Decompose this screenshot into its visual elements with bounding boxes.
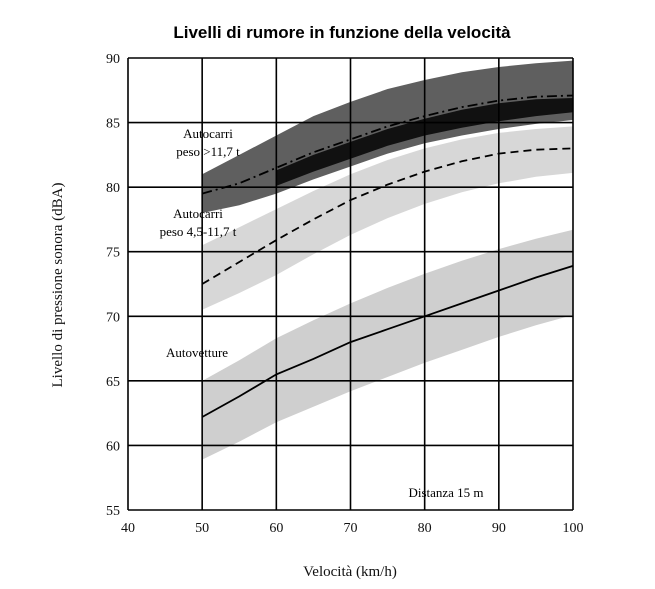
x-tick-label: 80 — [418, 521, 432, 536]
y-tick-label: 70 — [106, 310, 120, 325]
y-tick-label: 65 — [106, 375, 120, 390]
x-tick-label: 40 — [121, 521, 135, 536]
x-tick-label: 90 — [492, 521, 506, 536]
chart-grid — [127, 57, 574, 511]
y-axis-label: Livello di pressione sonora (dBA) — [50, 183, 66, 388]
y-tick-label: 75 — [106, 246, 120, 261]
chart-title: Livelli di rumore in funzione della velo… — [173, 23, 511, 42]
line-cars — [201, 265, 574, 418]
tick-labels: 40 50 60 70 80 90 100 55 60 65 70 75 80 85 90 — [106, 52, 584, 536]
band-cars — [202, 229, 573, 460]
line-medium-trucks — [201, 147, 574, 285]
series-lines — [201, 94, 574, 418]
y-tick-label: 85 — [106, 117, 120, 132]
y-tick-label: 60 — [106, 439, 120, 454]
x-axis-label: Velocità (km/h) — [303, 564, 397, 580]
label-medium-trucks-line1: Autocarri — [173, 206, 223, 221]
label-cars: Autovetture — [166, 345, 228, 360]
label-medium-trucks-line2: peso 4,5-11,7 t — [160, 224, 237, 239]
x-tick-label: 70 — [344, 521, 358, 536]
label-heavy-trucks-line2: peso >11,7 t — [176, 144, 240, 159]
annotation-distance: Distanza 15 m — [408, 485, 483, 500]
y-tick-label: 80 — [106, 181, 120, 196]
y-tick-label: 90 — [106, 52, 120, 67]
y-tick-label: 55 — [106, 504, 120, 519]
x-tick-label: 60 — [269, 521, 283, 536]
noise-bands — [202, 60, 573, 460]
band-medium-trucks — [202, 126, 573, 310]
line-heavy-trucks — [201, 94, 574, 195]
x-tick-label: 100 — [563, 521, 584, 536]
x-tick-label: 50 — [195, 521, 209, 536]
label-heavy-trucks-line1: Autocarri — [183, 126, 233, 141]
